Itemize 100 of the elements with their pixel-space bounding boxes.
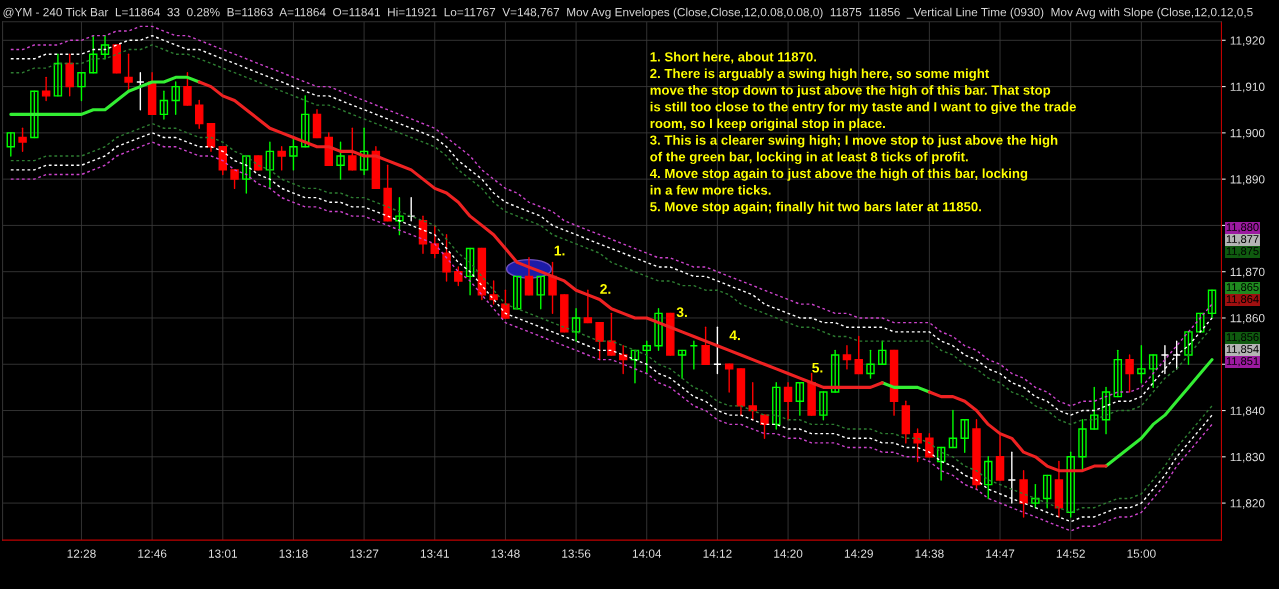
candlestick xyxy=(442,233,451,282)
candlestick xyxy=(866,349,875,379)
candlestick xyxy=(1066,451,1075,518)
annotation: 4. xyxy=(729,330,740,341)
candlestick xyxy=(760,414,769,439)
candlestick xyxy=(524,257,534,296)
text: 11,877 xyxy=(1226,235,1259,245)
candlestick xyxy=(748,382,757,421)
y-tick-label: 11,870 xyxy=(1230,267,1265,278)
candlestick xyxy=(1184,331,1193,365)
text: 11,854 xyxy=(1226,345,1259,355)
candlestick xyxy=(548,261,557,315)
y-tick-label: 11,920 xyxy=(1230,36,1265,47)
candlestick xyxy=(100,34,110,60)
candlestick xyxy=(89,34,98,74)
x-tick-label: 14:38 xyxy=(915,549,944,558)
candlestick xyxy=(936,446,946,481)
candlestick xyxy=(960,419,969,453)
candlestick xyxy=(1019,470,1028,518)
candlestick xyxy=(277,146,286,171)
annotation: 5. xyxy=(812,362,823,373)
text: 11,865 xyxy=(1226,283,1259,293)
candlestick xyxy=(489,280,498,305)
text: 11,880 xyxy=(1226,223,1259,233)
candlestick xyxy=(995,432,1005,481)
candlestick xyxy=(1101,386,1111,435)
candlestick xyxy=(242,155,251,194)
candlestick xyxy=(395,196,404,236)
candlestick xyxy=(1031,483,1040,509)
candlestick xyxy=(218,146,228,176)
candlestick xyxy=(783,382,793,421)
candlestick xyxy=(842,345,852,370)
candlestick xyxy=(501,289,510,319)
candlestick xyxy=(183,72,192,106)
candlestick xyxy=(359,127,369,176)
candlestick xyxy=(595,321,604,361)
candlestick xyxy=(1090,386,1099,430)
candlestick xyxy=(454,266,463,287)
x-tick-label: 14:12 xyxy=(703,549,732,558)
x-tick-label: 14:04 xyxy=(632,549,662,558)
candlestick xyxy=(607,312,616,356)
candlestick xyxy=(53,53,63,97)
text: 1. Short here, about 11870. 2. There is arguably a swing high here, so some might move the stop down to just above the high of this bar. That stop is still too close to the entry for my taste and I want to give the trade room, so I keep original stop in place. 3. This is a clearer swing high; I move stop to just above the high of the green bar, locking in at least 8 ticks of profit. 4. Move stop again to just above the high of this bar, locking in a few more ticks. 5. Move stop again; finally hit two bars later at 11850. xyxy=(649,51,1076,215)
x-tick-label: 13:01 xyxy=(208,549,237,558)
candlestick xyxy=(195,99,204,129)
y-tick-label: 11,910 xyxy=(1230,82,1265,93)
candlestick xyxy=(206,122,216,153)
y-tick-label: 11,900 xyxy=(1230,128,1265,139)
candlestick xyxy=(984,456,993,500)
x-tick-label: 14:52 xyxy=(1056,549,1085,558)
candlestick xyxy=(701,326,710,365)
candlestick xyxy=(30,90,39,139)
candlestick xyxy=(171,81,180,116)
candlestick xyxy=(583,289,593,324)
candlestick xyxy=(348,127,357,171)
candlestick xyxy=(230,169,239,190)
candlestick xyxy=(819,391,828,421)
candlestick xyxy=(1148,354,1158,389)
candlestick xyxy=(430,224,439,259)
candlestick xyxy=(265,141,275,190)
text: 11,851 xyxy=(1226,357,1259,367)
x-tick-label: 14:47 xyxy=(986,549,1015,558)
candlestick xyxy=(878,340,887,365)
x-tick-label: 15:00 xyxy=(1127,549,1156,558)
candlestick xyxy=(18,127,27,153)
text: 11,856 xyxy=(1226,333,1259,343)
y-tick-label: 11,890 xyxy=(1230,175,1265,185)
annotation: 1. xyxy=(554,245,565,256)
text: 11,875 xyxy=(1226,247,1259,257)
candlestick xyxy=(300,95,310,148)
candlestick xyxy=(312,109,322,139)
candlestick xyxy=(6,132,16,157)
y-tick-label: 11,830 xyxy=(1230,452,1265,463)
chart-title: @YM - 240 Tick Bar L=11864 33 0.28% B=11863 A=11864 O=11841 Hi=11921 Lo=11767 V=148,767 Mov Avg Envelopes (Close,Close,12,0.08,0.08,0) 11875 11856 _Vertical Line Time (0930) Mov Avg with Slope (Close,12,0.12,0,5 xyxy=(3,7,1253,19)
y-tick-label: 11,840 xyxy=(1230,406,1265,417)
candlestick xyxy=(913,428,922,463)
x-tick-label: 14:20 xyxy=(774,549,803,558)
candlestick xyxy=(1137,345,1146,384)
text: 11,864 xyxy=(1226,295,1259,305)
candlestick xyxy=(159,90,169,120)
candlestick xyxy=(830,349,840,393)
candlestick xyxy=(289,136,298,171)
candlestick xyxy=(1196,312,1205,333)
y-tick-label: 11,860 xyxy=(1230,314,1265,324)
candlestick xyxy=(654,308,663,352)
candlestick xyxy=(642,340,651,375)
candlestick xyxy=(124,53,133,92)
candlestick xyxy=(795,382,805,416)
candlestick xyxy=(536,275,545,310)
y-tick-label: 11,820 xyxy=(1230,499,1265,509)
candlestick xyxy=(1125,354,1134,393)
candlestick xyxy=(465,247,475,296)
candlestick xyxy=(77,72,86,102)
candlestick xyxy=(948,409,958,449)
x-tick-label: 13:56 xyxy=(562,549,591,558)
annotation: 2. xyxy=(600,284,611,294)
x-tick-label: 12:46 xyxy=(138,549,167,558)
candlestick xyxy=(677,349,687,379)
x-tick-label: 13:27 xyxy=(350,549,379,558)
candlestick xyxy=(854,335,863,375)
